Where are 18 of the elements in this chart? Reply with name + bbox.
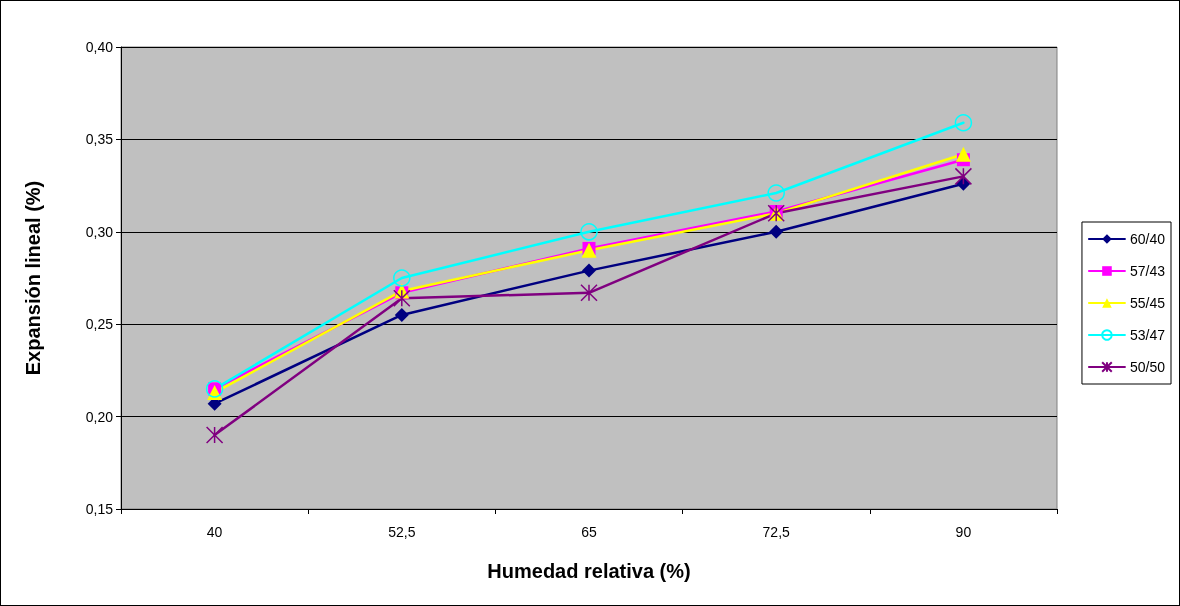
y-tick-label: 0,20 <box>85 408 114 425</box>
legend-label: 57/43 <box>1129 263 1166 279</box>
y-axis-title: Expansión lineal (%) <box>22 180 44 376</box>
legend-label: 60/40 <box>1129 231 1166 247</box>
y-tick-label: 0,25 <box>85 316 114 333</box>
x-tick-label: 72,5 <box>762 524 791 540</box>
x-tick-label: 65 <box>581 524 597 540</box>
legend-label: 53/47 <box>1129 327 1166 343</box>
y-tick-label: 0,40 <box>85 39 114 55</box>
y-tick-label: 0,30 <box>85 223 114 240</box>
x-axis-title: Humedad relativa (%) <box>487 560 691 582</box>
x-tick-label: 90 <box>955 524 972 540</box>
legend-label: 50/50 <box>1129 359 1166 375</box>
legend-label: 55/45 <box>1129 295 1166 311</box>
x-tick-label: 40 <box>206 524 223 540</box>
x-tick-label: 52,5 <box>388 524 416 540</box>
y-tick-label: 0,35 <box>85 131 114 148</box>
y-tick-label: 0,15 <box>85 501 114 517</box>
